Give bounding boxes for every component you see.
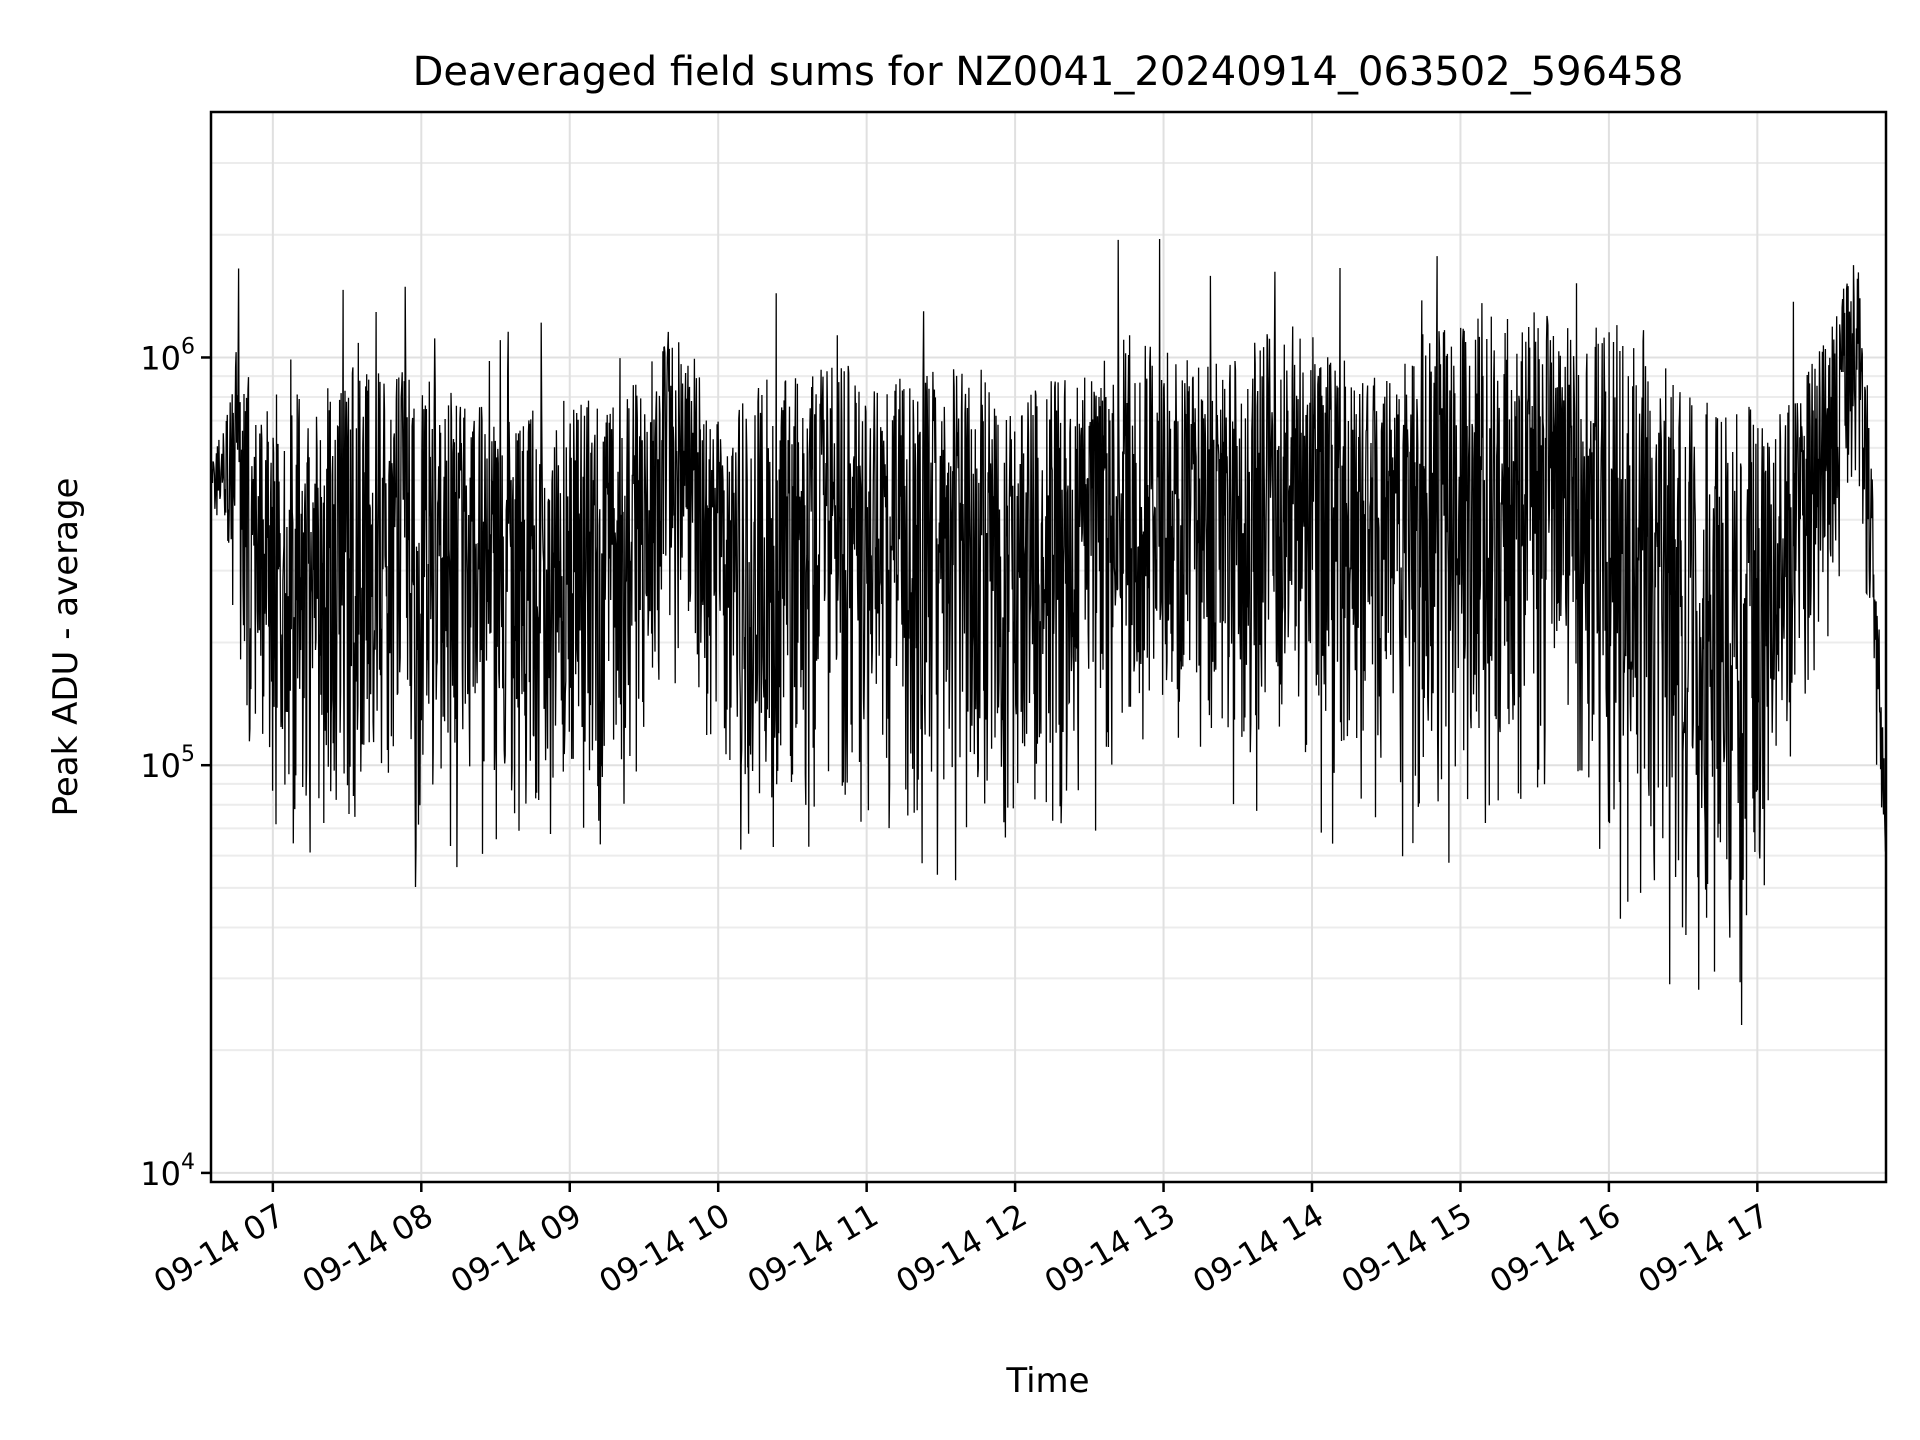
y-tick-label: 106: [140, 334, 195, 377]
y-axis-label: Peak ADU - average: [46, 478, 86, 817]
x-axis-label: Time: [1005, 1361, 1089, 1401]
y-tick-label: 104: [140, 1150, 195, 1193]
plot-series: [210, 238, 1887, 1026]
series-line: [210, 238, 1887, 1026]
plot-frame: [209, 110, 1888, 1184]
y-tick-label: 105: [140, 742, 195, 785]
y-axis: 104 105 106: [140, 334, 211, 1193]
chart-title: Deaveraged field sums for NZ0041_2024091…: [413, 49, 1684, 95]
